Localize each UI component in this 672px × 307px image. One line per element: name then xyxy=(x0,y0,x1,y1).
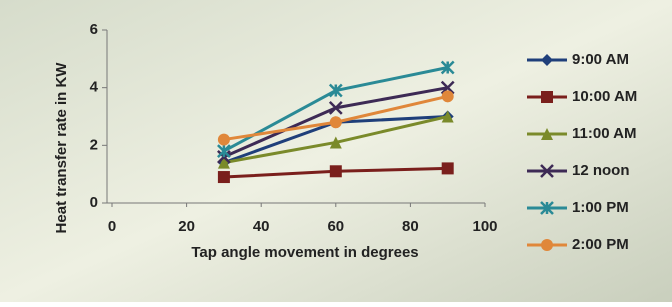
x-tick-label: 20 xyxy=(178,218,195,235)
chart: Heat transfer rate in KW Tap angle movem… xyxy=(0,0,672,302)
x-tick-label: 60 xyxy=(327,218,344,235)
marker xyxy=(442,162,454,174)
marker xyxy=(330,165,342,177)
legend-label: 12 noon xyxy=(572,162,630,179)
marker xyxy=(541,239,553,251)
x-tick-label: 40 xyxy=(253,218,270,235)
marker xyxy=(218,171,230,183)
legend-label: 9:00 AM xyxy=(572,51,629,68)
y-tick-label: 0 xyxy=(90,194,98,211)
y-tick-label: 2 xyxy=(90,136,98,153)
x-tick-label: 80 xyxy=(402,218,419,235)
legend-label: 11:00 AM xyxy=(572,125,636,142)
x-tick-label: 0 xyxy=(108,218,116,235)
x-tick-label: 100 xyxy=(472,218,497,235)
y-axis-label: Heat transfer rate in KW xyxy=(53,62,70,234)
legend-label: 10:00 AM xyxy=(572,88,637,105)
marker xyxy=(218,134,230,146)
legend-label: 1:00 PM xyxy=(572,199,629,216)
marker xyxy=(442,90,454,102)
x-axis-label: Tap angle movement in degrees xyxy=(191,244,418,261)
legend-label: 2:00 PM xyxy=(572,236,629,253)
y-tick-label: 4 xyxy=(90,79,99,96)
marker xyxy=(330,116,342,128)
y-tick-label: 6 xyxy=(90,21,98,38)
marker xyxy=(541,91,553,103)
page: {"chart_data": {"type": "line", "y_label… xyxy=(0,0,672,302)
